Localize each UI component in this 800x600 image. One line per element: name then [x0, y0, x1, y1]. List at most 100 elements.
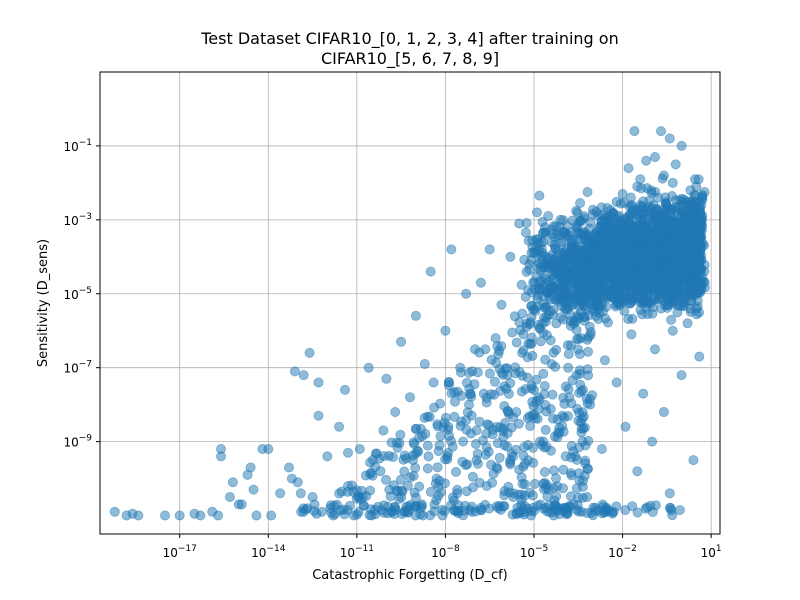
- data-point: [516, 279, 527, 290]
- data-point: [354, 443, 365, 454]
- data-point: [685, 185, 696, 196]
- data-point: [410, 310, 421, 321]
- data-point: [396, 336, 407, 347]
- data-point: [672, 236, 683, 247]
- data-point: [620, 238, 631, 249]
- data-point: [539, 466, 550, 477]
- y-tick-label: 10−3: [63, 212, 92, 228]
- data-point: [632, 507, 643, 518]
- data-point: [336, 486, 347, 497]
- data-point: [526, 510, 537, 521]
- data-point: [558, 236, 569, 247]
- data-point: [658, 170, 669, 181]
- data-point: [517, 478, 528, 489]
- data-point: [546, 358, 557, 369]
- data-point: [289, 366, 300, 377]
- data-point: [455, 362, 466, 373]
- data-point: [292, 477, 303, 488]
- data-point: [433, 481, 444, 492]
- data-point: [531, 374, 542, 385]
- data-point: [632, 466, 643, 477]
- data-point: [611, 377, 622, 388]
- data-points: [109, 126, 710, 521]
- data-point: [650, 151, 661, 162]
- data-point: [366, 510, 377, 521]
- data-point: [564, 392, 575, 403]
- data-point: [307, 491, 318, 502]
- data-point: [133, 510, 144, 521]
- data-point: [461, 424, 472, 435]
- data-point: [295, 488, 306, 499]
- data-point: [661, 236, 672, 247]
- data-point: [563, 362, 574, 373]
- data-point: [649, 207, 660, 218]
- y-tick-label: 10−9: [63, 434, 92, 450]
- data-point: [342, 447, 353, 458]
- data-point: [399, 466, 410, 477]
- data-point: [499, 400, 510, 411]
- data-point: [670, 159, 681, 170]
- data-point: [638, 196, 649, 207]
- data-point: [437, 510, 448, 521]
- data-point: [483, 446, 494, 457]
- data-point: [528, 401, 539, 412]
- data-point: [556, 292, 567, 303]
- data-point: [382, 508, 393, 519]
- data-point: [666, 314, 677, 325]
- data-point: [548, 220, 559, 231]
- data-point: [588, 259, 599, 270]
- data-point: [672, 290, 683, 301]
- data-point: [387, 451, 398, 462]
- data-point: [311, 508, 322, 519]
- data-point: [552, 414, 563, 425]
- data-point: [573, 227, 584, 238]
- data-point: [547, 389, 558, 400]
- data-point: [518, 504, 529, 515]
- data-point: [475, 502, 486, 513]
- data-point: [443, 380, 454, 391]
- data-point: [655, 284, 666, 295]
- x-tick-label: 10−14: [251, 544, 286, 560]
- data-point: [670, 201, 681, 212]
- data-point: [617, 296, 628, 307]
- data-point: [580, 458, 591, 469]
- data-point: [407, 455, 418, 466]
- data-point: [526, 254, 537, 265]
- data-point: [452, 386, 463, 397]
- data-point: [442, 451, 453, 462]
- data-point: [511, 337, 522, 348]
- data-point: [591, 270, 602, 281]
- data-point: [517, 347, 528, 358]
- data-point: [390, 406, 401, 417]
- data-point: [484, 368, 495, 379]
- data-point: [689, 200, 700, 211]
- data-point: [540, 424, 551, 435]
- data-point: [676, 140, 687, 151]
- data-point: [520, 227, 531, 238]
- data-point: [673, 266, 684, 277]
- data-point: [334, 421, 345, 432]
- data-point: [556, 312, 567, 323]
- data-point: [412, 445, 423, 456]
- data-point: [525, 420, 536, 431]
- data-point: [520, 458, 531, 469]
- data-point: [656, 216, 667, 227]
- data-point: [620, 504, 631, 515]
- data-point: [245, 462, 256, 473]
- data-point: [370, 448, 381, 459]
- data-point: [689, 264, 700, 275]
- data-point: [629, 126, 640, 137]
- data-point: [423, 451, 434, 462]
- data-point: [585, 399, 596, 410]
- y-tick-label: 10−5: [63, 286, 92, 302]
- data-point: [486, 354, 497, 365]
- data-point: [342, 504, 353, 515]
- data-point: [494, 452, 505, 463]
- data-point: [446, 244, 457, 255]
- data-point: [599, 355, 610, 366]
- data-point: [174, 510, 185, 521]
- data-point: [363, 362, 374, 373]
- data-point: [518, 329, 529, 340]
- data-point: [523, 285, 534, 296]
